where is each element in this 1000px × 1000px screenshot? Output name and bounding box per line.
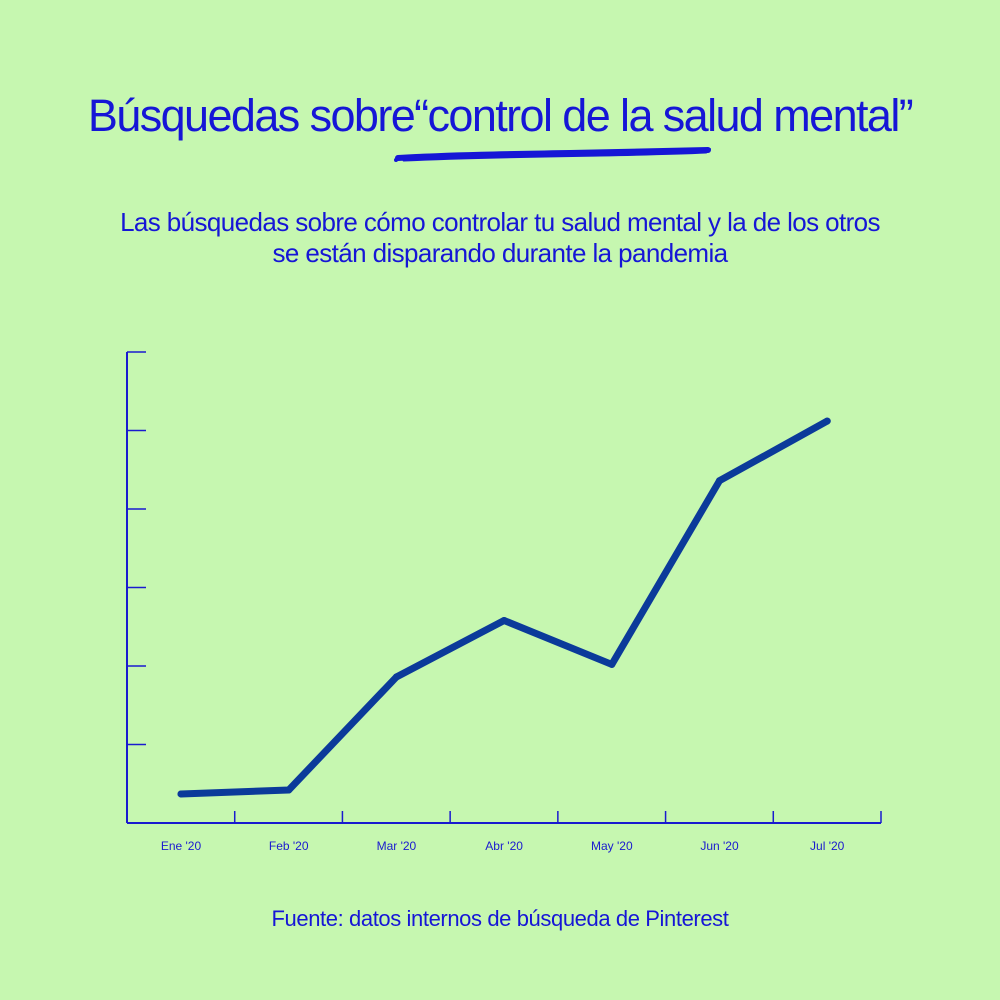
title-underline-scribble bbox=[394, 147, 711, 162]
data-point bbox=[716, 477, 723, 485]
x-tick-label: Abr '20 bbox=[485, 839, 523, 853]
series-line bbox=[177, 417, 831, 798]
data-point bbox=[823, 417, 831, 425]
x-tick-label: Ene '20 bbox=[161, 839, 202, 853]
data-point bbox=[285, 786, 293, 794]
page-subtitle: Las búsquedas sobre cómo controlar tu sa… bbox=[60, 207, 940, 269]
x-tick-label: Jul '20 bbox=[810, 839, 845, 853]
x-tick-label: Jun '20 bbox=[700, 839, 739, 853]
subtitle-line-2: se están disparando durante la pandemia bbox=[272, 238, 728, 268]
data-point bbox=[608, 660, 616, 668]
data-point bbox=[392, 673, 400, 681]
page-title: Búsquedas sobre“control de la salud ment… bbox=[87, 90, 914, 141]
data-point bbox=[500, 616, 508, 624]
x-tick-label: May '20 bbox=[591, 839, 633, 853]
data-point bbox=[177, 790, 185, 798]
x-tick-label: Mar '20 bbox=[377, 839, 417, 853]
source-note: Fuente: datos internos de búsqueda de Pi… bbox=[271, 906, 729, 931]
subtitle-line-1: Las búsquedas sobre cómo controlar tu sa… bbox=[120, 207, 880, 237]
x-tick-label: Feb '20 bbox=[269, 839, 309, 853]
